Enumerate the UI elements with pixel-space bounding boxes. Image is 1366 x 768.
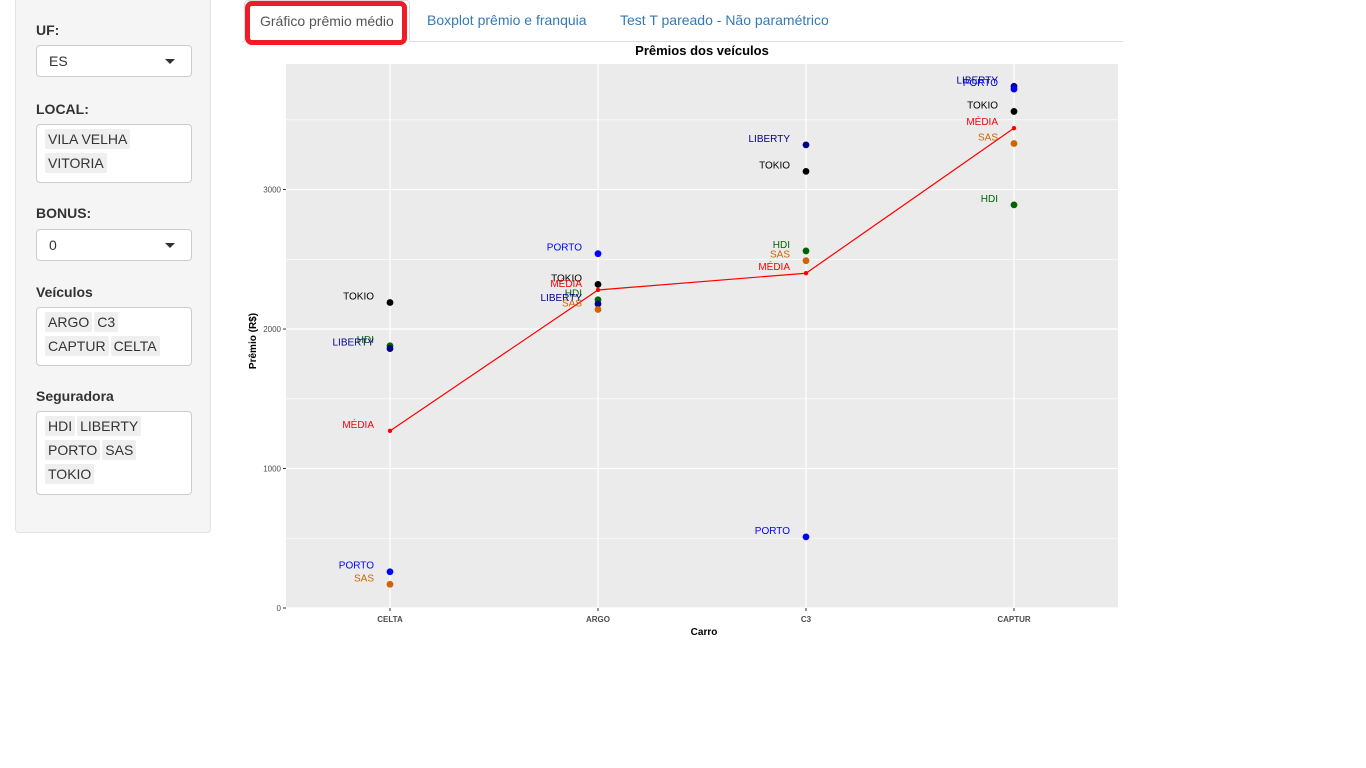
veiculos-label: Veículos bbox=[36, 284, 93, 300]
seguradora-multiselect[interactable]: HDI LIBERTY PORTO SAS TOKIO bbox=[36, 411, 192, 495]
media-point bbox=[595, 287, 601, 293]
seguradora-chip[interactable]: LIBERTY bbox=[77, 416, 142, 436]
seguradora-chip[interactable]: SAS bbox=[102, 440, 137, 460]
local-label: LOCAL: bbox=[36, 101, 89, 117]
sas-point-label: SAS bbox=[978, 133, 998, 144]
tokio-point bbox=[1010, 108, 1018, 115]
sidebar-panel: UF: ES LOCAL: VILA VELHA VITORIA BONUS: … bbox=[15, 0, 211, 533]
liberty-point-label: LIBERTY bbox=[333, 338, 375, 349]
sas-point-label: SAS bbox=[770, 250, 790, 261]
tab-bar: Gráfico prêmio médio Boxplot prêmio e fr… bbox=[242, 0, 1123, 42]
local-chip[interactable]: VITORIA bbox=[45, 153, 107, 173]
y-tick-label: 0 bbox=[277, 604, 282, 613]
hdi-point-label: HDI bbox=[773, 240, 790, 251]
tokio-point bbox=[386, 299, 394, 306]
tab-grafico-premio-medio[interactable]: Gráfico prêmio médio bbox=[244, 0, 410, 42]
seguradora-chip[interactable]: HDI bbox=[45, 416, 76, 436]
liberty-point bbox=[386, 345, 394, 352]
liberty-point bbox=[594, 300, 602, 308]
veiculo-chip[interactable]: CAPTUR bbox=[45, 336, 109, 356]
local-multiselect[interactable]: VILA VELHA VITORIA bbox=[36, 124, 192, 183]
bonus-select[interactable]: 0 bbox=[36, 229, 192, 261]
veiculo-chip[interactable]: C3 bbox=[94, 312, 119, 332]
liberty-point-label: LIBERTY bbox=[957, 75, 999, 86]
hdi-point-label: HDI bbox=[565, 289, 582, 300]
tokio-point-label: TOKIO bbox=[343, 292, 374, 303]
x-axis-label: Carro bbox=[691, 627, 718, 638]
porto-point bbox=[1010, 85, 1018, 93]
plot-panel bbox=[286, 64, 1118, 608]
porto-point bbox=[802, 533, 810, 541]
dropdown-caret-icon bbox=[165, 59, 175, 64]
porto-point-label: PORTO bbox=[963, 78, 998, 89]
y-tick-label: 3000 bbox=[263, 186, 281, 195]
x-tick-label: C3 bbox=[801, 615, 812, 624]
porto-point-label: PORTO bbox=[339, 561, 374, 572]
bonus-selected-value: 0 bbox=[49, 237, 57, 253]
sas-point bbox=[1010, 140, 1018, 147]
media-point bbox=[387, 428, 393, 434]
uf-label: UF: bbox=[36, 22, 60, 38]
chart-title: Prêmios dos veículos bbox=[635, 43, 769, 58]
media-point-label: MÉDIA bbox=[966, 115, 998, 128]
liberty-point-label: LIBERTY bbox=[541, 293, 583, 304]
y-axis-label: Prêmio (R$) bbox=[248, 313, 259, 369]
hdi-point bbox=[802, 247, 810, 255]
porto-point-label: PORTO bbox=[755, 526, 790, 537]
veiculos-multiselect[interactable]: ARGO C3 CAPTUR CELTA bbox=[36, 307, 192, 366]
media-point-label: MÉDIA bbox=[550, 277, 582, 290]
media-point bbox=[803, 271, 809, 276]
porto-point bbox=[386, 568, 394, 576]
hdi-point-label: HDI bbox=[357, 335, 374, 346]
porto-point-label: PORTO bbox=[547, 243, 582, 254]
hdi-point bbox=[1010, 201, 1018, 209]
seguradora-chip[interactable]: PORTO bbox=[45, 440, 101, 460]
seguradora-chip[interactable]: TOKIO bbox=[45, 464, 95, 484]
bonus-label: BONUS: bbox=[36, 205, 92, 221]
liberty-point bbox=[802, 141, 810, 149]
veiculo-chip[interactable]: CELTA bbox=[110, 336, 160, 356]
tokio-point-label: TOKIO bbox=[967, 100, 998, 111]
seguradora-label: Seguradora bbox=[36, 388, 114, 404]
x-tick-label: ARGO bbox=[586, 615, 610, 624]
tab-boxplot-premio-franquia[interactable]: Boxplot prêmio e franquia bbox=[427, 12, 587, 28]
tokio-point bbox=[802, 168, 810, 175]
sas-point-label: SAS bbox=[562, 298, 582, 309]
y-tick-label: 1000 bbox=[263, 465, 281, 474]
media-line bbox=[389, 127, 1015, 432]
porto-point bbox=[594, 250, 602, 258]
veiculo-chip[interactable]: ARGO bbox=[45, 312, 93, 332]
liberty-point-label: LIBERTY bbox=[749, 134, 791, 145]
sas-point bbox=[594, 306, 602, 313]
hdi-point-label: HDI bbox=[981, 194, 998, 205]
local-chip[interactable]: VILA VELHA bbox=[45, 129, 131, 149]
media-point bbox=[1011, 125, 1017, 131]
uf-selected-value: ES bbox=[49, 53, 68, 69]
tokio-point-label: TOKIO bbox=[759, 160, 790, 171]
dropdown-caret-icon bbox=[165, 243, 175, 248]
sas-point bbox=[386, 580, 394, 588]
uf-select[interactable]: ES bbox=[36, 45, 192, 77]
tab-test-t-pareado[interactable]: Test T pareado - Não paramétrico bbox=[620, 12, 829, 28]
media-point-label: MÉDIA bbox=[758, 260, 790, 273]
x-tick-label: CELTA bbox=[377, 615, 403, 624]
y-tick-label: 2000 bbox=[263, 325, 281, 334]
sas-point-label: SAS bbox=[354, 573, 374, 584]
x-tick-label: CAPTUR bbox=[997, 615, 1031, 624]
tokio-point-label: TOKIO bbox=[551, 273, 582, 284]
media-point-label: MÉDIA bbox=[342, 418, 374, 431]
tokio-point bbox=[594, 280, 602, 288]
sas-point bbox=[802, 257, 810, 265]
premios-chart: 0 1000 2000 3000 CELTA ARGO C3 CAPTUR Prêmios do… bbox=[248, 43, 1118, 638]
